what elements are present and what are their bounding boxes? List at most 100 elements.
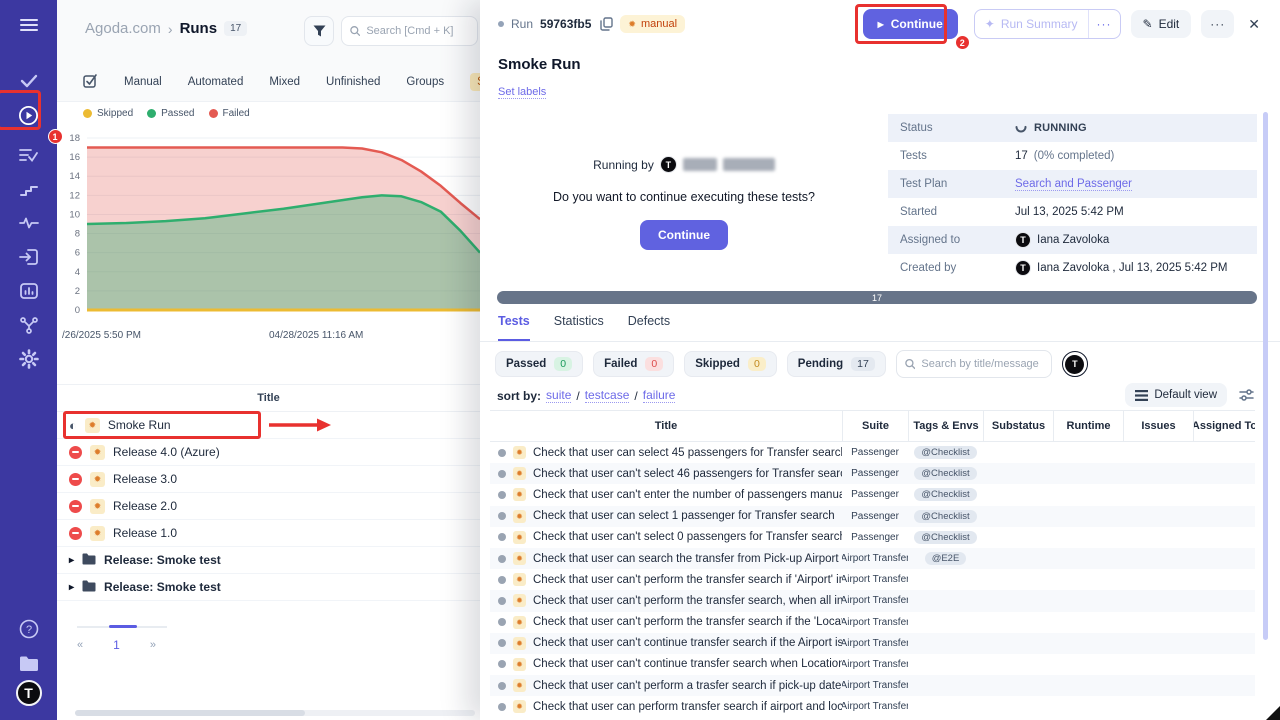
run-list-item[interactable]: ✹ Release 2.0 — [57, 493, 480, 520]
test-row[interactable]: ✹ Check that user can't perform the trans… — [490, 590, 1255, 612]
continue-prompt-button[interactable]: Continue — [640, 220, 728, 250]
tests-search-input[interactable] — [921, 358, 1043, 370]
continue-button[interactable]: ▶ Continue — [862, 9, 958, 39]
default-view-button[interactable]: Default view — [1125, 383, 1227, 407]
tags-cell: @Checklist — [908, 442, 983, 463]
view-settings-sliders-icon[interactable] — [1239, 388, 1254, 402]
test-plans-icon[interactable] — [9, 138, 49, 172]
filter-pill-failed[interactable]: Failed 0 — [593, 351, 675, 377]
reports-icon[interactable] — [9, 274, 49, 308]
legend-item-passed[interactable]: Passed — [147, 108, 195, 119]
suite-cell: Passenger — [851, 489, 899, 501]
filter-tab-mixed[interactable]: Mixed — [269, 75, 301, 88]
vertical-scrollbar-thumb[interactable] — [1263, 112, 1268, 640]
filter-pill-pending[interactable]: Pending 17 — [786, 351, 886, 377]
progress-value: 17 — [871, 292, 882, 303]
test-row[interactable]: ✹ Check that user can't perform a trasfer… — [490, 675, 1255, 697]
run-list-item[interactable]: ✹ Release 1.0 — [57, 520, 480, 547]
test-row[interactable]: ✹ Check that user can't select 0 passenge… — [490, 527, 1255, 548]
edit-button[interactable]: ✎ Edit — [1130, 10, 1192, 38]
collision-icon: ✹ — [90, 525, 105, 541]
assignee-filter-avatar[interactable]: T — [1061, 351, 1088, 377]
sort-by-testcase-link[interactable]: testcase — [584, 388, 630, 403]
close-panel-icon[interactable]: ✕ — [1248, 15, 1260, 32]
expand-caret-icon[interactable]: ▸ — [69, 581, 75, 593]
filter-pill-passed[interactable]: Passed 0 — [495, 351, 584, 377]
legend-item-failed[interactable]: Failed — [208, 108, 250, 119]
test-row[interactable]: ✹ Check that user can select 45 passenger… — [490, 442, 1255, 463]
svg-text:4: 4 — [75, 267, 80, 278]
filter-tab-automated[interactable]: Automated — [187, 75, 244, 88]
run-title: Smoke Run — [498, 56, 581, 73]
runs-search-input[interactable] — [366, 25, 469, 37]
help-icon[interactable]: ? — [9, 612, 49, 646]
filter-tab-groups[interactable]: Groups — [406, 75, 445, 88]
suite-cell: Airport Transfer — [842, 658, 908, 670]
filter-tab-manual[interactable]: Manual — [124, 75, 162, 88]
shared-steps-icon[interactable] — [9, 172, 49, 206]
tags-cell: @Checklist — [908, 484, 983, 505]
breadcrumb-section: Runs — [179, 20, 218, 37]
test-row[interactable]: ✹ Check that user can't continue transfer… — [490, 654, 1255, 675]
tests-table-header: Title Suite Tags & Envs Substatus Runtime Iss… — [490, 410, 1255, 442]
filter-tab-unfinished[interactable]: Unfinished — [326, 75, 381, 88]
pill-label: Skipped — [695, 358, 740, 370]
test-row[interactable]: ✹ Check that user can search the transfer… — [490, 547, 1255, 570]
breadcrumb-separator-icon: › — [167, 20, 173, 37]
test-plan-link[interactable]: Search and Passenger — [1015, 177, 1132, 191]
test-row[interactable]: ✹ Check that user can't perform the trans… — [490, 569, 1255, 590]
sidebar: 1 ? T — [0, 0, 63, 720]
settings-gear-icon[interactable] — [9, 342, 49, 376]
set-labels-link[interactable]: Set labels — [498, 86, 547, 99]
milestones-icon[interactable] — [9, 206, 49, 240]
expand-caret-icon[interactable]: ▸ — [69, 554, 75, 566]
run-list-item[interactable]: ✹ Release 4.0 (Azure) — [57, 439, 480, 466]
test-cases-icon[interactable] — [9, 64, 49, 98]
horizontal-scrollbar-thumb[interactable] — [75, 710, 305, 716]
legend-item-skipped[interactable]: Skipped — [83, 108, 133, 119]
projects-folder-icon[interactable] — [9, 646, 49, 680]
svg-text:6: 6 — [75, 248, 80, 259]
test-row[interactable]: ✹ Check that user can't perform the trans… — [490, 612, 1255, 633]
collision-icon: ✹ — [513, 700, 526, 714]
test-row[interactable]: ✹ Check that user can't continue transfer… — [490, 632, 1255, 654]
sort-by-suite-link[interactable]: suite — [546, 388, 572, 403]
select-all-icon[interactable] — [83, 73, 98, 91]
tab-defects[interactable]: Defects — [627, 314, 671, 328]
tab-tests[interactable]: Tests — [498, 314, 530, 341]
test-row[interactable]: ✹ Check that user can't select 46 passeng… — [490, 463, 1255, 485]
filter-pill-skipped[interactable]: Skipped 0 — [684, 351, 777, 377]
workspace-avatar[interactable]: T — [15, 680, 42, 706]
menu-icon[interactable] — [9, 8, 49, 42]
tag-chip: @Checklist — [914, 530, 977, 544]
annotation-badge-1: 1 — [47, 129, 63, 144]
tab-statistics[interactable]: Statistics — [553, 314, 604, 328]
empty-cell — [1193, 590, 1255, 611]
defects-icon[interactable] — [9, 240, 49, 274]
pagination-page-1[interactable]: 1 — [113, 638, 120, 652]
test-runs-icon[interactable]: 1 — [0, 90, 63, 144]
test-row[interactable]: ✹ Check that user can select 1 passenger … — [490, 505, 1255, 527]
run-summary-button[interactable]: ✦ Run Summary — [984, 17, 1078, 31]
breadcrumb-project[interactable]: Agoda.com — [85, 20, 161, 37]
run-summary-more-button[interactable]: ··· — [1096, 17, 1112, 31]
test-row[interactable]: ✹ Check that user can't enter the number … — [490, 484, 1255, 505]
status-pending-dot — [498, 681, 506, 690]
detail-row-created-by: Created by T Iana Zavoloka , Jul 13, 2025 … — [888, 254, 1257, 282]
more-actions-button[interactable]: ··· — [1201, 10, 1235, 38]
filter-button[interactable] — [304, 16, 334, 46]
copy-run-id-button[interactable] — [600, 17, 614, 31]
tab-selected-partial[interactable]: Se — [470, 72, 480, 91]
sort-by-failure-link[interactable]: failure — [642, 388, 676, 403]
run-list-item[interactable]: ▸ Release: Smoke test — [57, 547, 480, 574]
integrations-icon[interactable] — [9, 308, 49, 342]
suite-cell: Airport Transfer — [842, 616, 908, 628]
empty-cell — [1053, 633, 1123, 654]
run-list-item[interactable]: ✹ Release 3.0 — [57, 466, 480, 493]
run-list-item[interactable]: ▸ Release: Smoke test — [57, 574, 480, 601]
pagination-prev-button[interactable]: « — [77, 639, 84, 651]
pagination-next-button[interactable]: » — [149, 639, 156, 651]
run-list-item[interactable]: ◐ ✹ Smoke Run — [57, 411, 480, 439]
test-row[interactable]: ✹ Check that user can perform transfer se… — [490, 696, 1255, 717]
